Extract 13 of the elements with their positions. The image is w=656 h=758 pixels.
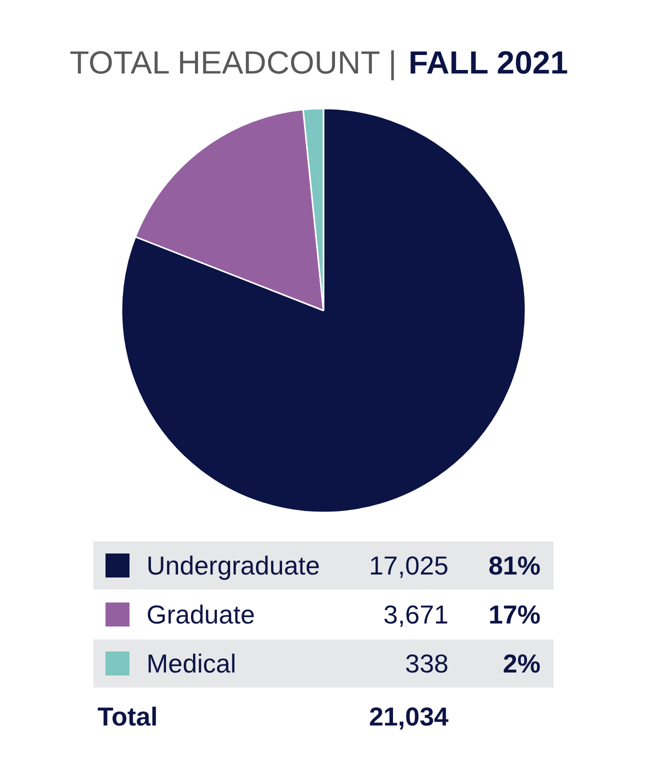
text: 2% bbox=[502, 648, 540, 678]
chart-subtitle: FALL 2021 bbox=[408, 44, 568, 80]
text: 17% bbox=[488, 600, 541, 630]
text: Total bbox=[98, 702, 158, 732]
legend-label: Medical bbox=[146, 648, 236, 678]
data-label: 3,671 bbox=[383, 600, 449, 630]
legend-label: Undergraduate bbox=[146, 550, 320, 580]
chart-title: TOTAL HEADCOUNT | bbox=[70, 44, 397, 80]
data-label: 17,025 bbox=[368, 550, 449, 580]
data-label: 338 bbox=[405, 648, 449, 678]
text: 21,034 bbox=[368, 702, 450, 732]
legend-label: Graduate bbox=[146, 600, 255, 630]
text: 81% bbox=[488, 550, 541, 580]
